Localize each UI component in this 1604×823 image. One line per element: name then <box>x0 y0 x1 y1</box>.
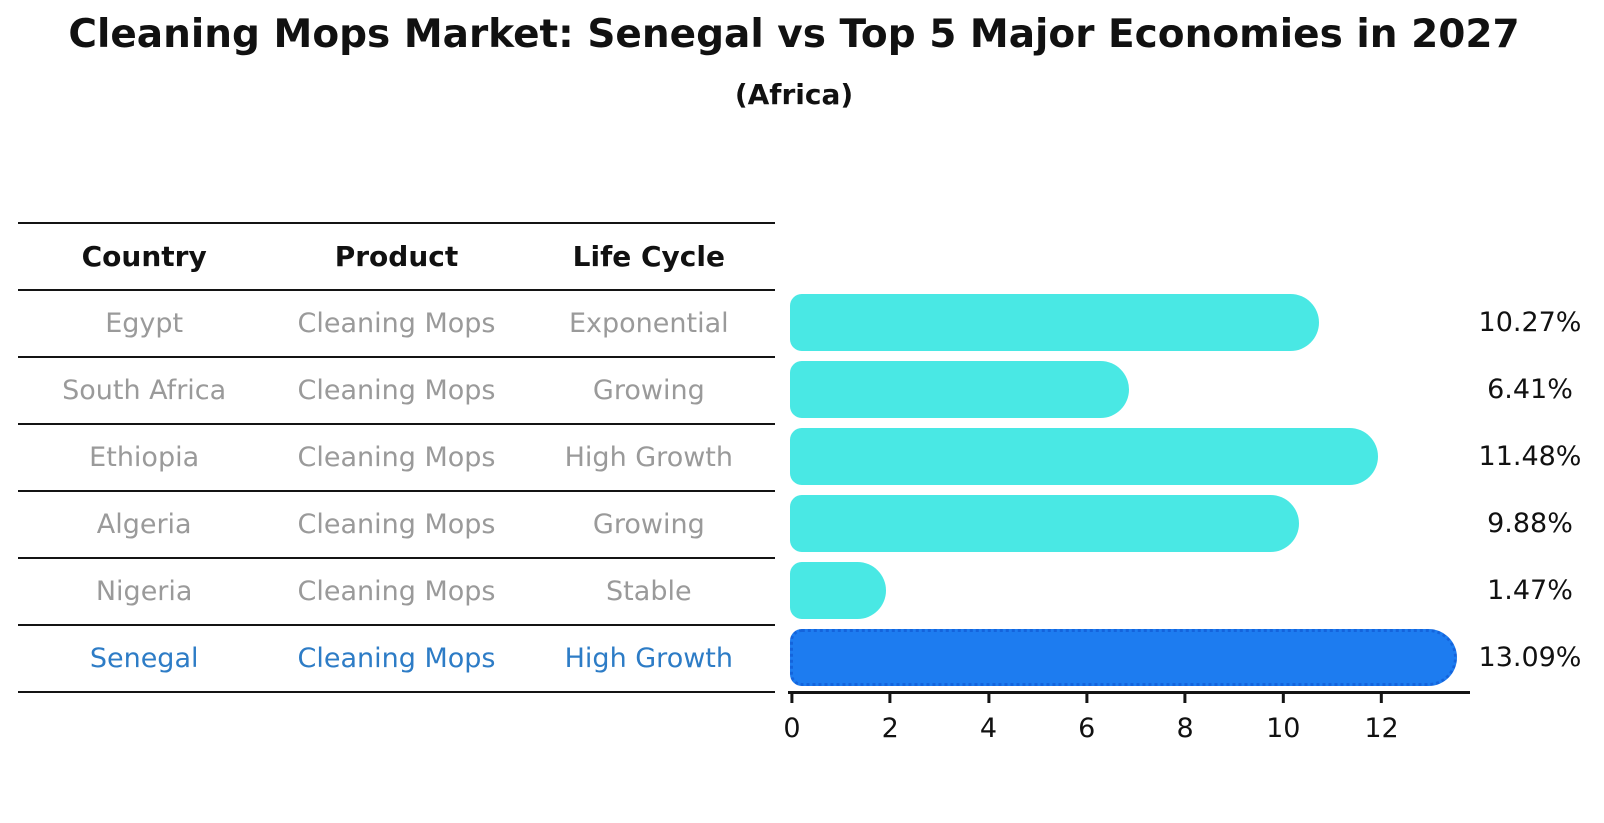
life-cycle-cell: Growing <box>592 509 705 540</box>
tick-label: 8 <box>1176 713 1194 744</box>
table-row-senegal: Senegal Cleaning Mops High Growth <box>18 624 775 691</box>
x-axis-tick: 0 <box>783 694 801 744</box>
x-axis-tick: 12 <box>1364 694 1399 744</box>
life-cycle-cell: High Growth <box>564 643 733 674</box>
value-label: 10.27% <box>1478 307 1582 338</box>
country-cell: Nigeria <box>95 576 193 607</box>
tick-label: 6 <box>1078 713 1096 744</box>
value-label: 6.41% <box>1487 374 1573 405</box>
bar-egypt <box>790 294 1319 351</box>
tick-label: 12 <box>1364 713 1399 744</box>
country-cell: Ethiopia <box>89 442 200 473</box>
country-cell: Egypt <box>105 308 184 339</box>
x-axis: 0 2 4 6 8 10 12 <box>783 694 1470 764</box>
tick-mark <box>1380 694 1384 703</box>
chart-subtitle: (Africa) <box>734 78 854 111</box>
x-axis-tick: 2 <box>882 694 899 744</box>
x-axis-tick: 6 <box>1078 694 1095 744</box>
product-cell: Cleaning Mops <box>297 643 496 674</box>
column-header-life-cycle: Life Cycle <box>572 240 725 273</box>
tick-label: 10 <box>1266 713 1301 744</box>
table-header-row: Country Product Life Cycle <box>18 222 775 289</box>
x-axis-tick: 8 <box>1176 694 1194 744</box>
tick-label: 2 <box>881 713 899 744</box>
bar-ethiopia <box>790 428 1378 485</box>
tick-mark <box>987 694 991 703</box>
table-row-egypt: Egypt Cleaning Mops Exponential <box>18 289 775 356</box>
country-cell: Algeria <box>96 509 192 540</box>
bar-south-africa <box>790 361 1129 418</box>
tick-mark <box>1183 694 1187 703</box>
bar-row <box>790 289 1468 356</box>
product-cell: Cleaning Mops <box>297 576 496 607</box>
economies-table: Country Product Life Cycle Egypt Cleanin… <box>18 222 775 693</box>
column-header-product: Product <box>334 240 459 273</box>
table-row-ethiopia: Ethiopia Cleaning Mops High Growth <box>18 423 775 490</box>
column-header-country: Country <box>81 240 207 273</box>
life-cycle-cell: Growing <box>592 375 705 406</box>
tick-label: 4 <box>979 713 998 744</box>
value-label-column: 10.27% 6.41% 11.48% 9.88% 1.47% 13.09% <box>1468 289 1592 691</box>
x-axis-tick: 4 <box>980 694 997 744</box>
life-cycle-cell: Stable <box>606 576 692 607</box>
bar-algeria <box>790 495 1300 552</box>
country-cell: South Africa <box>62 375 227 406</box>
tick-mark <box>1281 694 1285 703</box>
table-row-south-africa: South Africa Cleaning Mops Growing <box>18 356 775 423</box>
product-cell: Cleaning Mops <box>297 509 496 540</box>
country-cell: Senegal <box>89 643 199 674</box>
product-cell: Cleaning Mops <box>297 442 496 473</box>
life-cycle-cell: High Growth <box>564 442 733 473</box>
bar-row <box>790 423 1468 490</box>
value-label: 11.48% <box>1478 441 1582 472</box>
bar-row <box>790 624 1468 691</box>
x-axis-line <box>788 691 1470 694</box>
value-label: 9.88% <box>1487 508 1573 539</box>
product-cell: Cleaning Mops <box>297 308 496 339</box>
tick-mark <box>888 694 892 703</box>
value-label: 1.47% <box>1487 575 1573 606</box>
table-row-nigeria: Nigeria Cleaning Mops Stable <box>18 557 775 624</box>
value-label: 13.09% <box>1478 642 1582 673</box>
tick-mark <box>1085 694 1089 703</box>
x-axis-tick: 10 <box>1266 694 1300 744</box>
chart-title: Cleaning Mops Market: Senegal vs Top 5 M… <box>68 12 1520 57</box>
bar-nigeria <box>790 562 887 619</box>
life-cycle-cell: Exponential <box>568 308 729 339</box>
bar-row <box>790 557 1468 624</box>
bar-row <box>790 356 1468 423</box>
bar-senegal <box>790 629 1458 686</box>
tick-mark <box>790 694 794 703</box>
tick-label: 0 <box>783 713 801 744</box>
table-row-algeria: Algeria Cleaning Mops Growing <box>18 490 775 557</box>
bar-row <box>790 490 1468 557</box>
product-cell: Cleaning Mops <box>297 375 496 406</box>
bar-plot-area <box>790 289 1468 691</box>
